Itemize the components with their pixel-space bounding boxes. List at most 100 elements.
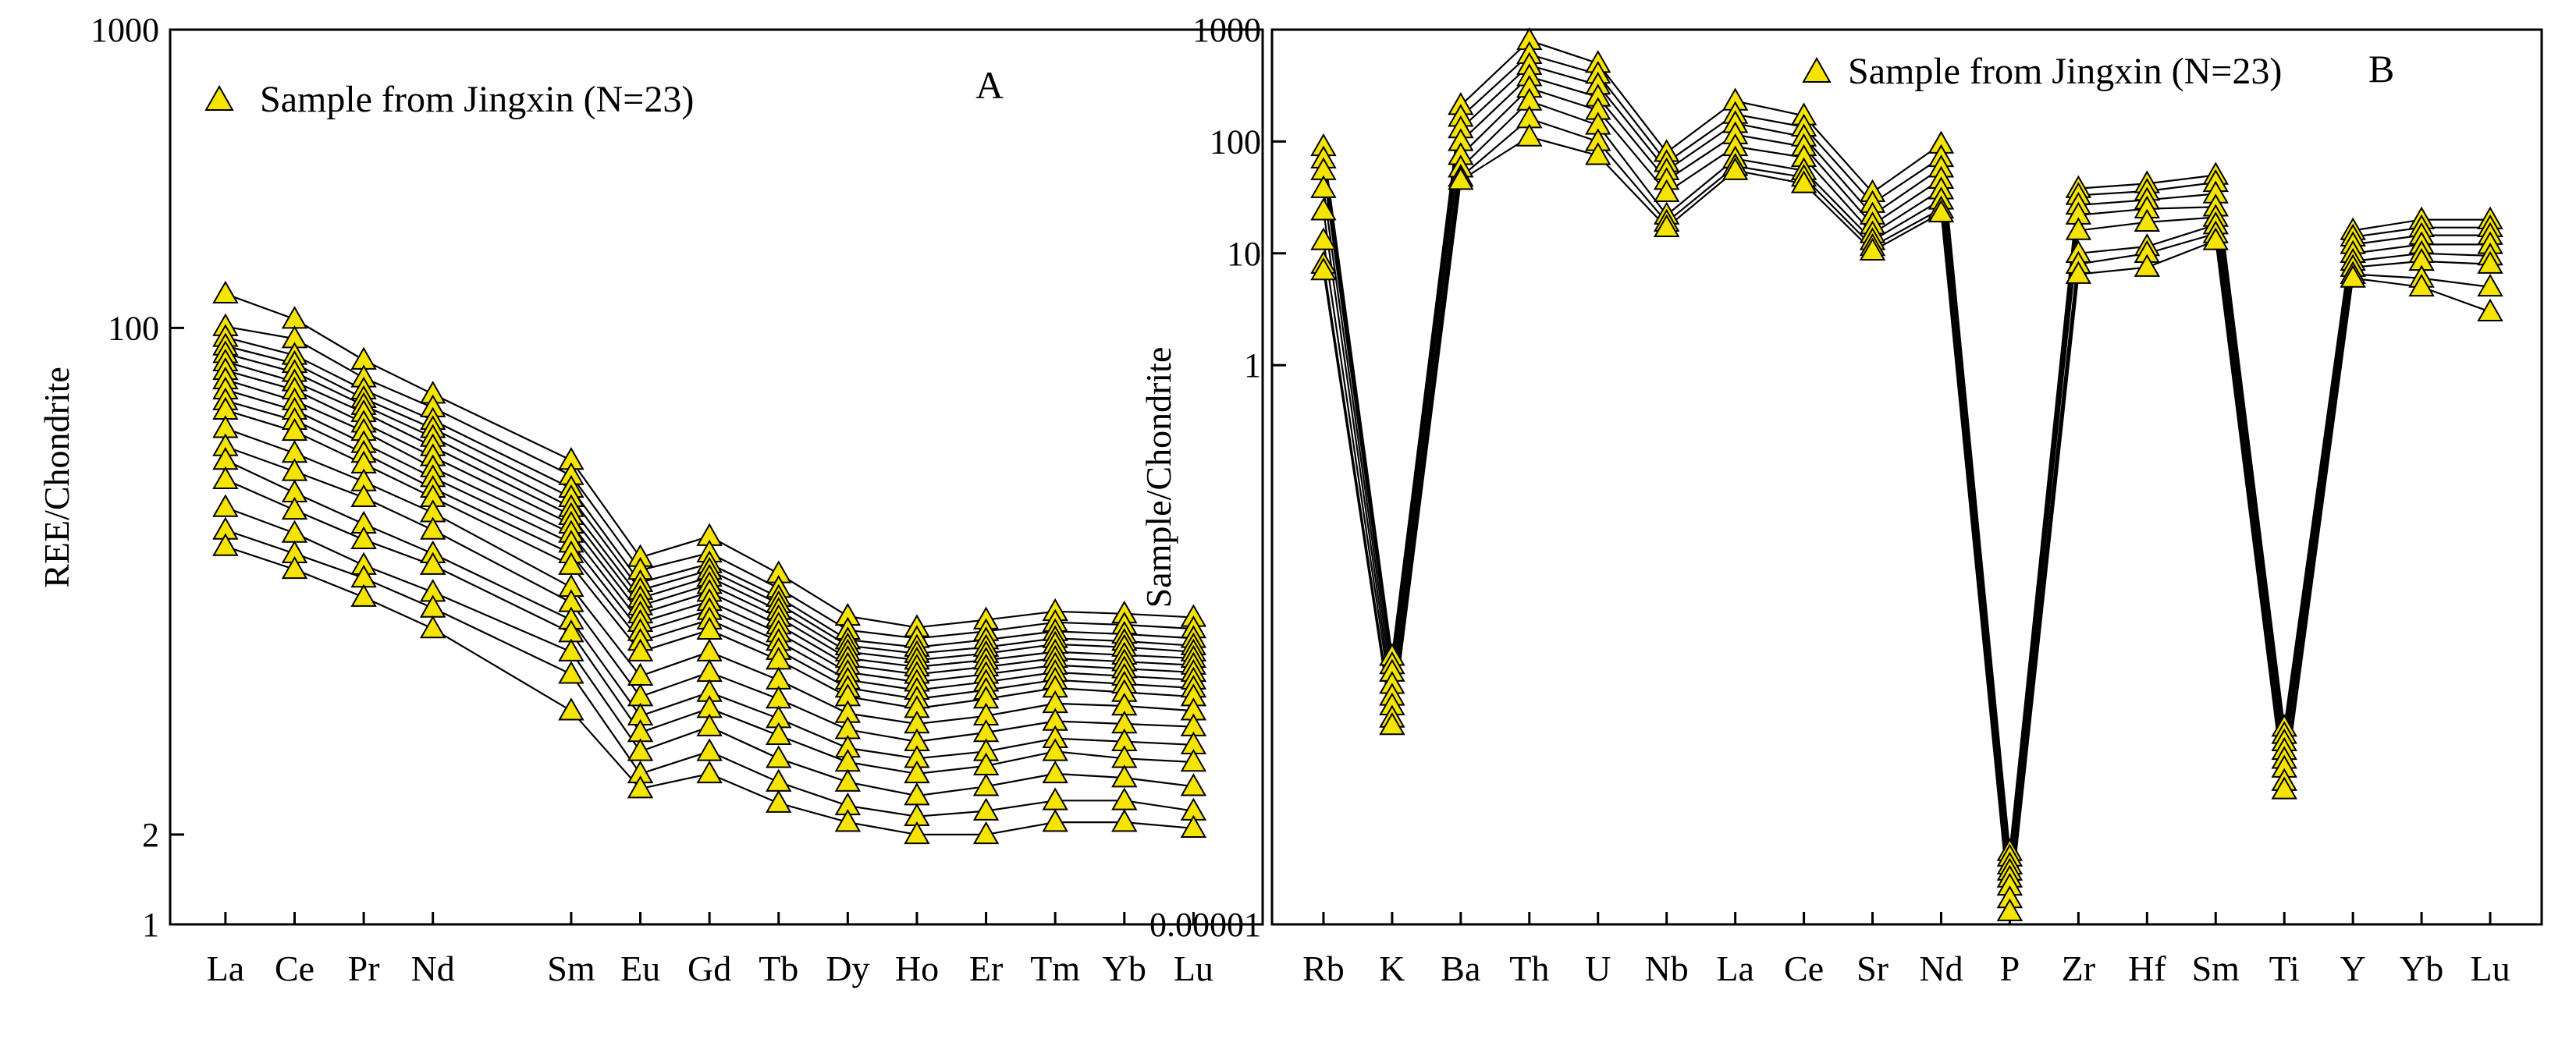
data-point bbox=[1310, 197, 1337, 221]
x-tick-label: Yb bbox=[1103, 949, 1146, 988]
data-point bbox=[1448, 167, 1474, 190]
data-point bbox=[2134, 254, 2161, 277]
data-point bbox=[2271, 776, 2297, 800]
data-point bbox=[281, 496, 308, 520]
data-point bbox=[627, 662, 654, 686]
data-point bbox=[212, 280, 239, 304]
x-tick-label: Ba bbox=[1441, 949, 1480, 988]
panel-b-series-group bbox=[1310, 27, 2503, 921]
data-point bbox=[972, 773, 1000, 796]
x-tick-label: Tb bbox=[759, 949, 798, 988]
data-point bbox=[1859, 237, 1886, 261]
data-point bbox=[558, 697, 584, 721]
data-point bbox=[419, 552, 446, 575]
series-line-1 bbox=[1322, 39, 2490, 852]
data-point bbox=[1379, 712, 1405, 736]
x-tick-label: Eu bbox=[620, 949, 660, 988]
x-tick-label: Rb bbox=[1302, 949, 1345, 988]
data-point bbox=[696, 658, 723, 683]
panel-a-label: A bbox=[975, 63, 1004, 107]
series-line-11 bbox=[225, 409, 1194, 710]
x-tick-label: Lu bbox=[1174, 949, 1213, 988]
series-line-16 bbox=[225, 506, 1194, 797]
x-tick-label: P bbox=[2000, 949, 2020, 988]
x-tick-label: Hf bbox=[2128, 949, 2166, 988]
data-point bbox=[1790, 170, 1817, 193]
panel-b-legend-label: Sample from Jingxin (N=23) bbox=[1848, 51, 2282, 92]
data-point bbox=[972, 797, 1000, 821]
x-tick-label: Zr bbox=[2062, 949, 2095, 988]
data-point bbox=[972, 821, 1000, 845]
panel-a-legend: Sample from Jingxin (N=23) bbox=[204, 79, 694, 120]
data-point bbox=[1721, 157, 1749, 180]
data-point bbox=[1653, 214, 1680, 237]
x-tick-label: Ce bbox=[1784, 949, 1824, 988]
panel-a-y-axis: 1 2 100 1000 bbox=[91, 11, 184, 944]
x-tick-label: Yb bbox=[2400, 949, 2443, 988]
data-point bbox=[696, 738, 723, 761]
data-point bbox=[696, 713, 723, 736]
x-tick-label: Er bbox=[969, 949, 1003, 988]
y-tick-label: 10 bbox=[1227, 235, 1261, 273]
series-line-15 bbox=[225, 478, 1194, 775]
data-point bbox=[281, 306, 308, 329]
data-point bbox=[766, 685, 792, 709]
y-tick-label: 1 bbox=[142, 906, 159, 944]
data-point bbox=[627, 775, 654, 799]
data-point bbox=[766, 745, 792, 768]
data-point bbox=[696, 638, 723, 661]
panel-b-label: B bbox=[2368, 47, 2394, 90]
data-point bbox=[558, 661, 584, 684]
panel-a-plot-frame bbox=[169, 28, 1264, 926]
data-point bbox=[212, 533, 239, 556]
data-point bbox=[350, 583, 377, 607]
series-line-5 bbox=[1322, 87, 2491, 878]
data-point bbox=[350, 526, 377, 550]
series-line-3 bbox=[225, 336, 1194, 648]
y-tick-label: 100 bbox=[108, 309, 159, 347]
x-tick-label: Y bbox=[2340, 949, 2366, 988]
series-line-1 bbox=[225, 293, 1194, 629]
x-tick-label: K bbox=[1379, 949, 1405, 988]
x-tick-label: Gd bbox=[688, 949, 731, 988]
x-tick-label: U bbox=[1585, 949, 1611, 988]
series-line-6 bbox=[1322, 100, 2491, 887]
data-point bbox=[1042, 809, 1068, 832]
panel-a-legend-label: Sample from Jingxin (N=23) bbox=[260, 79, 694, 120]
data-point bbox=[2340, 264, 2366, 288]
data-point bbox=[627, 683, 654, 707]
series-line-3 bbox=[1322, 64, 2490, 865]
data-point bbox=[1310, 227, 1337, 250]
data-point bbox=[1996, 898, 2023, 921]
panel-b-plot-frame bbox=[1270, 28, 2543, 926]
x-tick-label: Nd bbox=[1919, 949, 1963, 988]
y-tick-label: 100 bbox=[1210, 122, 1261, 161]
data-point bbox=[1180, 814, 1207, 839]
series-line-13 bbox=[225, 445, 1194, 743]
data-point bbox=[2065, 261, 2092, 284]
series-line-7 bbox=[1322, 117, 2491, 899]
data-point bbox=[904, 821, 930, 845]
data-point bbox=[281, 520, 308, 543]
series-line-17 bbox=[225, 529, 1194, 818]
data-point bbox=[350, 484, 377, 507]
data-point bbox=[1111, 787, 1138, 810]
data-point bbox=[766, 768, 792, 792]
data-point bbox=[1585, 142, 1611, 165]
data-point bbox=[696, 760, 723, 784]
data-point bbox=[2202, 227, 2229, 250]
data-point bbox=[627, 638, 654, 661]
data-point bbox=[1516, 123, 1543, 147]
data-point bbox=[766, 666, 792, 690]
y-tick-label: 2 bbox=[142, 816, 159, 854]
panel-b-x-axis: Rb K Ba Th U Nb La Ce Sr Nd P Zr Hf Sm Ti Y Yb Lu bbox=[1302, 912, 2510, 988]
x-tick-label: Dy bbox=[826, 949, 869, 988]
x-tick-label: Lu bbox=[2470, 949, 2510, 988]
y-tick-label: 0.00001 bbox=[1149, 906, 1261, 944]
data-point bbox=[1180, 773, 1207, 796]
data-point bbox=[1180, 748, 1207, 772]
panel-b-y-axis-label: Sample/Chondrite bbox=[1139, 347, 1178, 608]
x-tick-label: Tm bbox=[1030, 949, 1080, 988]
data-point bbox=[281, 458, 308, 481]
